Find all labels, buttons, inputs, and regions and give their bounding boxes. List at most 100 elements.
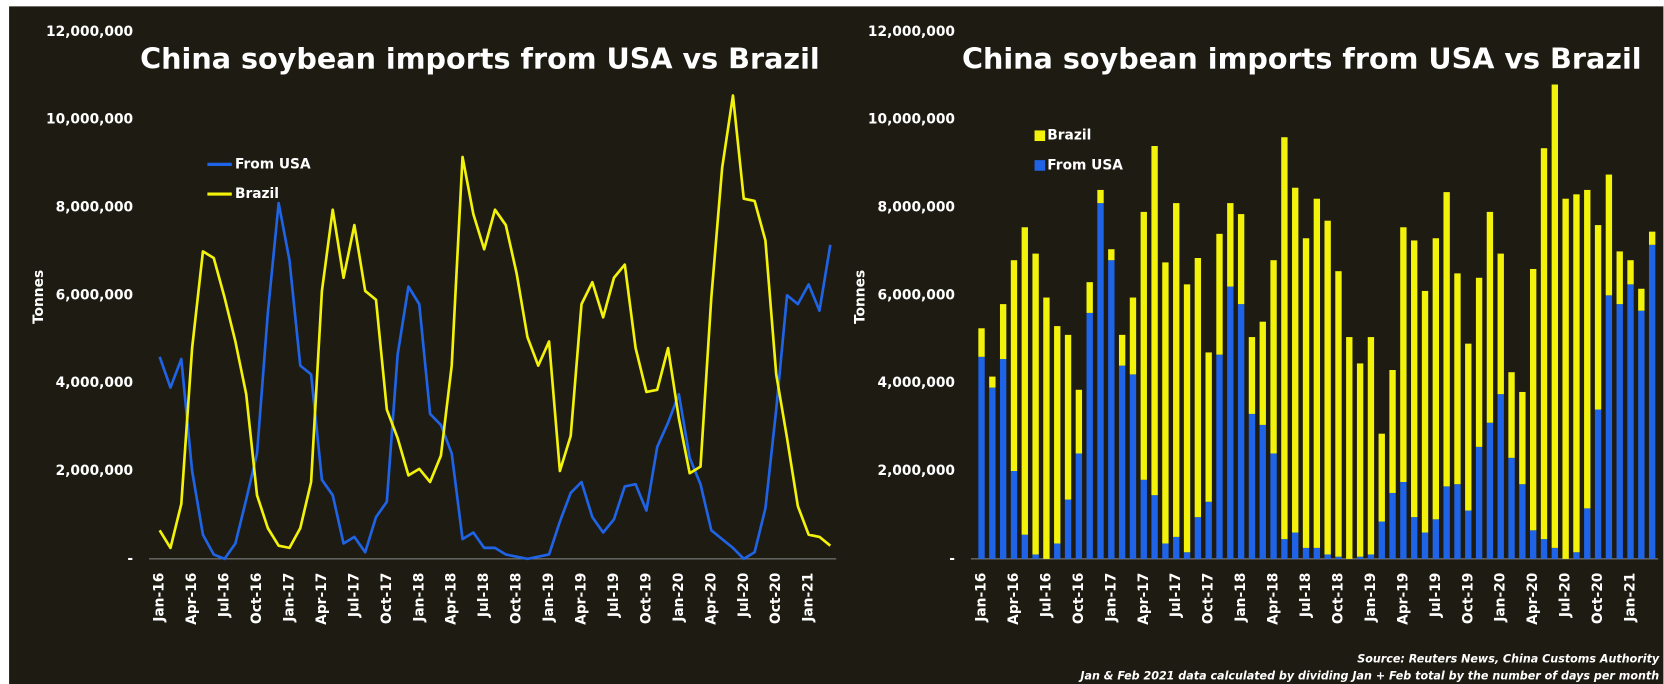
bar-segment (1064, 499, 1072, 559)
bar-segment (1292, 187, 1299, 533)
x-tick-label: Jan-16 (152, 573, 168, 623)
bar-segment (1584, 189, 1591, 509)
bar-segment (1140, 479, 1147, 559)
chart-title: China soybean imports from USA vs Brazil (140, 41, 820, 75)
y-tick-label: 6,000,000 (877, 287, 955, 303)
legend-swatch (1034, 160, 1046, 171)
bar-segment (1454, 484, 1461, 559)
bar-segment (1443, 192, 1450, 487)
bar-segment (1162, 262, 1169, 544)
bar-segment (978, 356, 985, 559)
bar-segment (1540, 148, 1548, 540)
bar-segment (1292, 532, 1299, 559)
x-tick-label: Jul-18 (1298, 573, 1314, 619)
bar-segment (1270, 260, 1277, 454)
bar-segment (1248, 413, 1256, 559)
x-tick-label: Jul-19 (1428, 573, 1444, 619)
x-tick-label: Jan-17 (1103, 573, 1119, 623)
bar-segment (1519, 484, 1526, 559)
bar-segment (1367, 337, 1375, 555)
footnote: Jan & Feb 2021 data calculated by dividi… (1078, 670, 1659, 683)
x-tick-label: Oct-20 (1590, 573, 1606, 624)
bar-segment (1302, 238, 1310, 548)
bar-segment (1259, 321, 1266, 425)
bar-segment (1573, 552, 1580, 559)
bar-segment (1162, 543, 1169, 559)
legend-label: From USA (1047, 157, 1123, 173)
x-tick-label: Apr-16 (1006, 573, 1022, 625)
x-tick-label: Jan-19 (541, 573, 557, 623)
bar-segment (1551, 84, 1558, 548)
bar-segment (1173, 203, 1180, 537)
bar-segment (1465, 510, 1472, 559)
x-tick-label: Apr-20 (1525, 573, 1541, 625)
x-tick-label: Jan-16 (974, 573, 990, 623)
x-tick-label: Oct-16 (1071, 573, 1087, 624)
y-tick-label: 12,000,000 (868, 24, 955, 40)
y-tick-label: 6,000,000 (56, 287, 134, 303)
bar-segment (1356, 363, 1364, 557)
bar-segment (1086, 312, 1093, 559)
bar-segment (1540, 539, 1548, 559)
bar-segment (1237, 214, 1245, 305)
legend-label: Brazil (1047, 128, 1091, 144)
source-note: Source: Reuters News, China Customs Auth… (1357, 653, 1660, 666)
bar-segment (1097, 189, 1104, 204)
bar-segment (1627, 284, 1634, 559)
x-tick-label: Jul-17 (346, 573, 362, 619)
x-tick-label: Jul-16 (217, 573, 233, 619)
x-tick-label: Oct-16 (249, 573, 265, 624)
bar-segment (1616, 251, 1623, 305)
bar-segment (1227, 203, 1234, 287)
x-tick-label: Jan-18 (1233, 573, 1249, 623)
bar-segment (1465, 343, 1472, 511)
y-tick-label: 2,000,000 (56, 463, 134, 479)
bar-segment (1021, 534, 1028, 559)
bar-segment (1021, 227, 1028, 535)
bar-segment (1086, 282, 1093, 313)
y-tick-label: 8,000,000 (56, 199, 134, 215)
bar-segment (1573, 194, 1580, 553)
bar-segment (1194, 258, 1202, 518)
x-tick-label: Jan-20 (1493, 573, 1509, 623)
y-axis-label: Tonnes (31, 270, 47, 324)
bar-segment (1324, 220, 1331, 555)
bar-segment (1237, 304, 1245, 559)
bar-segment (1400, 227, 1407, 483)
bar-segment (1432, 238, 1440, 520)
bar-segment (1313, 198, 1321, 548)
x-tick-label: Apr-18 (444, 573, 460, 625)
bar-segment (1281, 137, 1288, 540)
bar-segment (1356, 556, 1364, 559)
y-tick-label: 2,000,000 (877, 463, 955, 479)
x-tick-label: Oct-20 (768, 573, 784, 624)
background (9, 6, 1664, 684)
x-tick-label: Oct-18 (1330, 573, 1346, 624)
bar-segment (1118, 365, 1126, 559)
bar-segment (1378, 521, 1385, 559)
bar-segment (1183, 284, 1191, 553)
bar-segment (1281, 539, 1288, 559)
bar-segment (1497, 394, 1504, 559)
legend-label: From USA (235, 156, 311, 172)
bar-segment (1594, 409, 1602, 559)
bar-segment (1638, 310, 1645, 559)
x-tick-label: Jan-20 (671, 573, 687, 623)
bar-segment (999, 359, 1007, 559)
bar-segment (1346, 337, 1353, 559)
y-tick-label: 10,000,000 (868, 112, 955, 128)
x-tick-label: Jul-20 (736, 573, 752, 619)
bar-segment (989, 376, 996, 388)
bar-segment (1335, 271, 1342, 557)
bar-segment (1205, 352, 1212, 502)
x-tick-label: Jan-17 (281, 573, 297, 623)
bar-segment (1519, 391, 1526, 485)
bar-segment (1054, 326, 1061, 544)
legend-swatch (1034, 130, 1046, 142)
bar-segment (1032, 253, 1039, 555)
bar-segment (1010, 260, 1018, 472)
bar-segment (1335, 556, 1342, 559)
x-tick-label: Apr-20 (703, 573, 719, 625)
bar-segment (1259, 424, 1266, 559)
bar-segment (1529, 268, 1537, 531)
